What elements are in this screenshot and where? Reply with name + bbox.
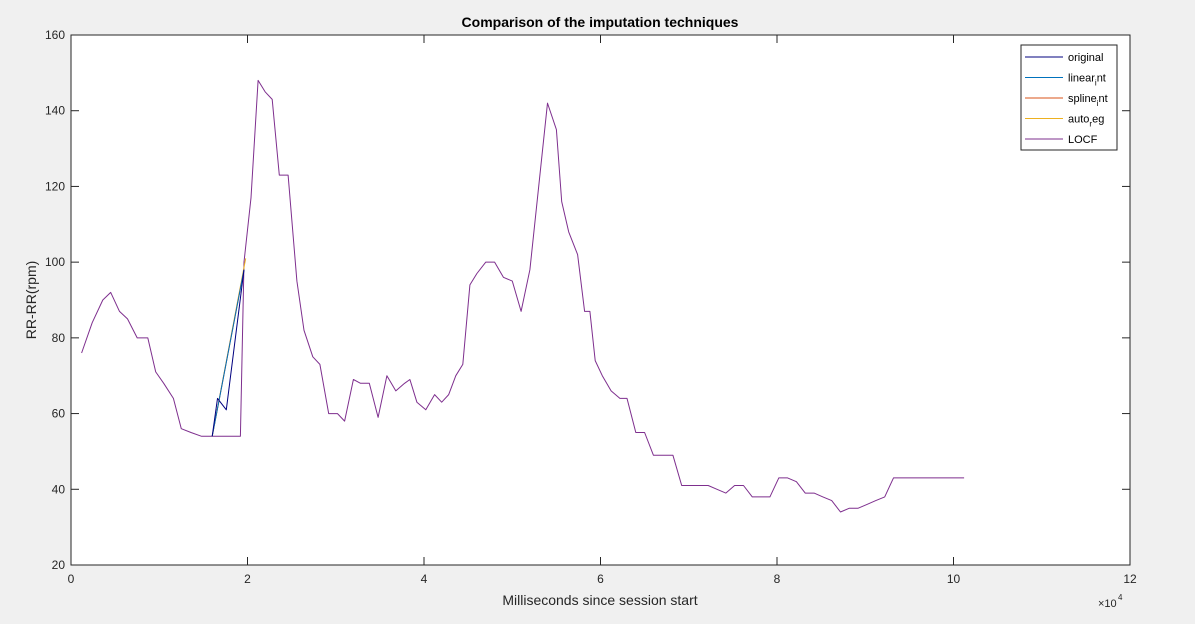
x-tick-label: 4	[421, 572, 428, 586]
legend-label: autoreg	[1068, 114, 1104, 129]
legend: original linearint splineint autoreg LOCF	[1020, 44, 1118, 151]
legend-label: original	[1068, 52, 1103, 64]
legend-label: splineint	[1068, 93, 1108, 108]
y-axis-label: RR-RR(rpm)	[23, 261, 39, 340]
series-line-original	[211, 269, 245, 437]
x-tick-label: 12	[1123, 572, 1137, 586]
x-tick-label: 8	[774, 572, 781, 586]
y-tick-label: 120	[45, 179, 65, 193]
x-axis-label: Milliseconds since session start	[502, 592, 697, 608]
series-layer	[81, 79, 965, 513]
y-tick-label: 100	[45, 255, 65, 269]
y-tick-label: 20	[52, 558, 66, 572]
y-tick-label: 80	[52, 331, 66, 345]
plot-area	[70, 34, 1131, 566]
series-line-locf	[81, 79, 965, 513]
chart-title: Comparison of the imputation techniques	[462, 14, 739, 30]
x-tick-label: 6	[597, 572, 604, 586]
legend-label: LOCF	[1068, 134, 1098, 146]
x-multiplier-exponent: 4	[1118, 593, 1123, 602]
x-multiplier-base: ×10	[1098, 598, 1117, 610]
y-tick-label: 60	[52, 407, 66, 421]
x-tick-label: 2	[244, 572, 251, 586]
y-axis: 20 40 60 80 100 120 140 160	[45, 28, 1130, 572]
x-axis-multiplier: ×10 4	[1098, 593, 1123, 610]
x-tick-label: 0	[68, 572, 75, 586]
x-tick-label: 10	[947, 572, 961, 586]
y-tick-label: 140	[45, 104, 65, 118]
legend-label: linearint	[1068, 73, 1106, 88]
x-axis: 0 2 4 6 8 10 12	[68, 35, 1137, 586]
y-tick-label: 40	[52, 482, 66, 496]
y-tick-label: 160	[45, 28, 65, 42]
series-line-linear-int	[211, 269, 245, 437]
